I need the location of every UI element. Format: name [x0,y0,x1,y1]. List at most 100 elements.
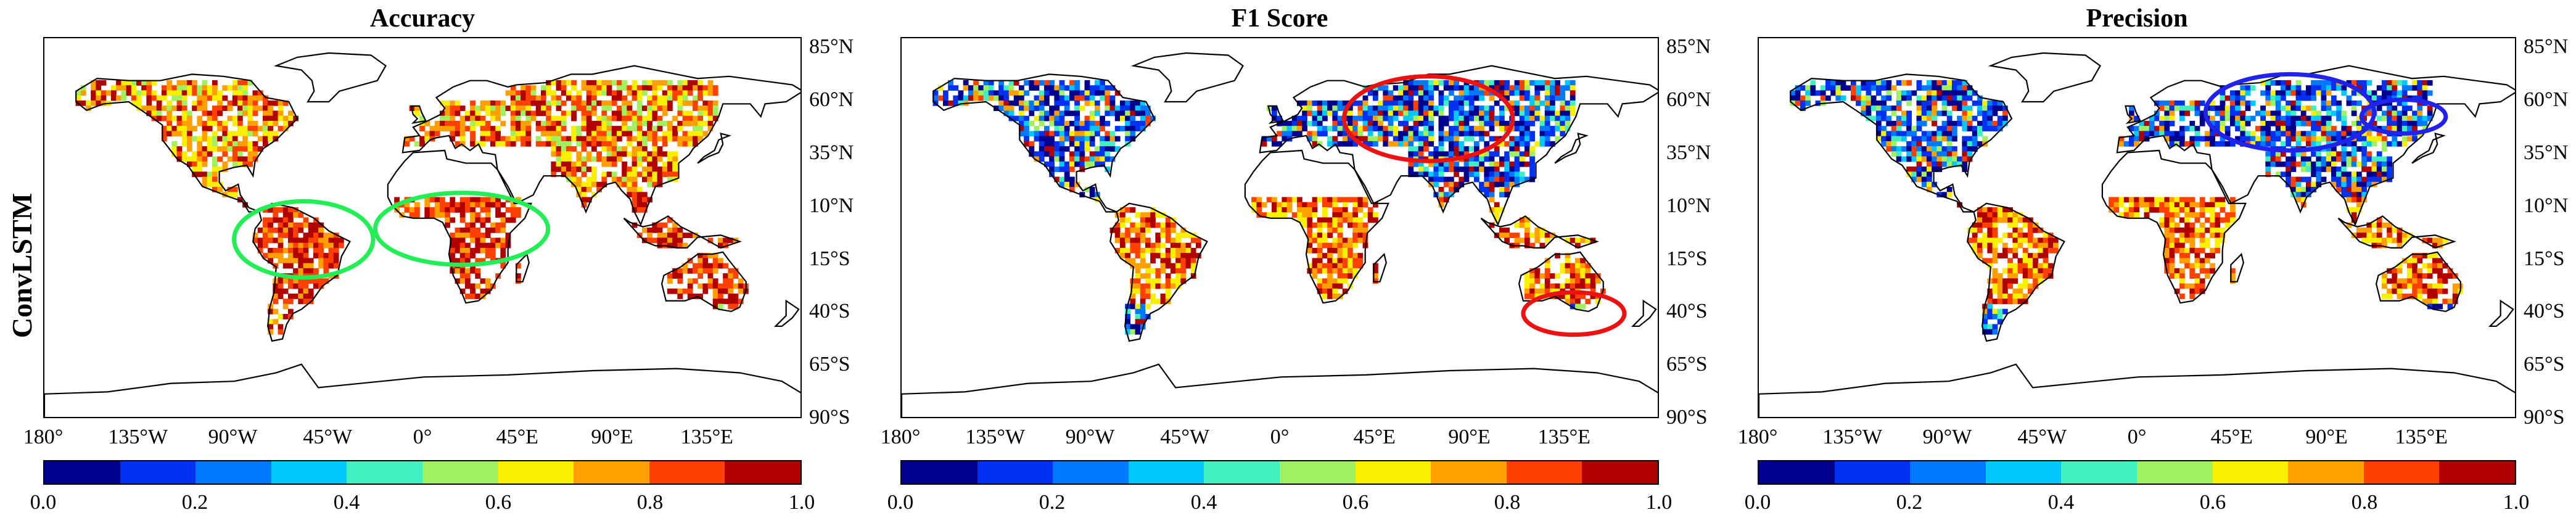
metric-cell [1145,242,1151,249]
metric-cell [1362,85,1368,91]
metric-cell [566,110,572,117]
metric-cell [1130,222,1136,228]
metric-cell [2417,258,2423,264]
metric-cell [1921,181,1927,187]
metric-cell [318,283,324,289]
metric-cell [1140,115,1146,121]
metric-cell [1473,161,1479,167]
metric-cell [697,115,703,121]
metric-cell [1428,136,1434,142]
metric-cell [450,217,456,223]
metric-cell [1347,247,1353,253]
metric-cell [1987,242,1993,249]
coastline-north-america [1790,73,2013,213]
metric-cell [2002,268,2008,274]
metric-cell [192,126,197,131]
metric-cell [2397,120,2403,126]
metric-cell [2361,187,2367,192]
metric-cell [1034,156,1040,162]
metric-cell [1524,141,1530,147]
metric-cell [1459,90,1465,96]
metric-cell [1454,126,1459,131]
metric-cell [2128,207,2134,213]
metric-cell [1347,253,1353,258]
coastline-indonesia [623,215,742,249]
metric-cell [510,120,516,126]
metric-cell [313,278,319,284]
metric-cell [2210,247,2215,253]
lon-label: 45°E [496,426,538,448]
metric-cell [1362,212,1368,218]
metric-cell [521,95,526,101]
metric-cell [2401,237,2408,244]
metric-cell [278,283,284,289]
metric-cell [1125,126,1130,131]
metric-cell [1549,110,1555,117]
metric-cell [1489,126,1495,131]
metric-cell [556,85,562,91]
metric-cell [723,288,728,294]
metric-cell [232,131,238,137]
metric-cell [652,136,658,142]
metric-cell [1494,151,1500,157]
metric-cell [647,227,652,233]
metric-cell [1114,90,1121,96]
metric-cell [1378,105,1383,112]
metric-cell [207,120,213,126]
metric-cell [717,288,723,294]
metric-cell [2022,258,2028,264]
metric-cell [1977,222,1983,228]
metric-cell [2341,131,2347,137]
metric-cell [1972,115,1978,121]
metric-cell [1906,167,1912,172]
metric-cell [1347,222,1353,228]
metric-cell [1013,95,1019,101]
metric-cell [500,242,506,249]
metric-cell [1454,105,1459,112]
metric-cell [455,120,461,126]
metric-cell [662,110,668,117]
metric-cell [1982,212,1988,218]
metric-cell [2012,242,2018,249]
metric-cell [1322,100,1328,106]
metric-cell [2366,141,2372,147]
metric-cell [1388,126,1394,131]
metric-cell [1393,105,1399,112]
metric-cell [1850,90,1856,96]
metric-cell [2189,120,2195,126]
metric-cell [2401,283,2408,289]
metric-cell [1570,299,1576,305]
metric-cell [2033,273,2038,279]
metric-cell [293,258,298,264]
metric-cell [2169,237,2175,244]
metric-cell [2189,207,2195,213]
metric-cell [1059,90,1065,96]
metric-cell [1317,131,1323,137]
metric-cell [606,171,612,178]
metric-cell [2164,136,2170,142]
metric-cell [636,115,643,121]
metric-cell [2311,161,2316,167]
lon-label: 90°W [208,426,258,448]
metric-cell [1094,156,1100,162]
metric-cell [2331,161,2337,167]
metric-cell [2260,136,2266,142]
metric-cell [657,126,663,131]
metric-cell [647,237,652,244]
metric-cell [1296,197,1302,203]
metric-cell [2235,115,2241,121]
metric-cell [480,120,486,126]
colorbar-tick: 0.2 [1039,491,1066,514]
metric-cell [1509,136,1515,142]
metric-cell [1094,120,1100,126]
metric-cell [983,95,989,101]
metric-cell [657,100,663,106]
metric-cell [1489,151,1495,157]
metric-cell [1560,294,1566,299]
metric-cell [318,233,324,239]
metric-cell [318,242,324,249]
metric-cell [1565,100,1571,106]
metric-cell [1312,197,1318,203]
metric-cell [2300,192,2306,198]
metric-cell [2406,85,2413,91]
